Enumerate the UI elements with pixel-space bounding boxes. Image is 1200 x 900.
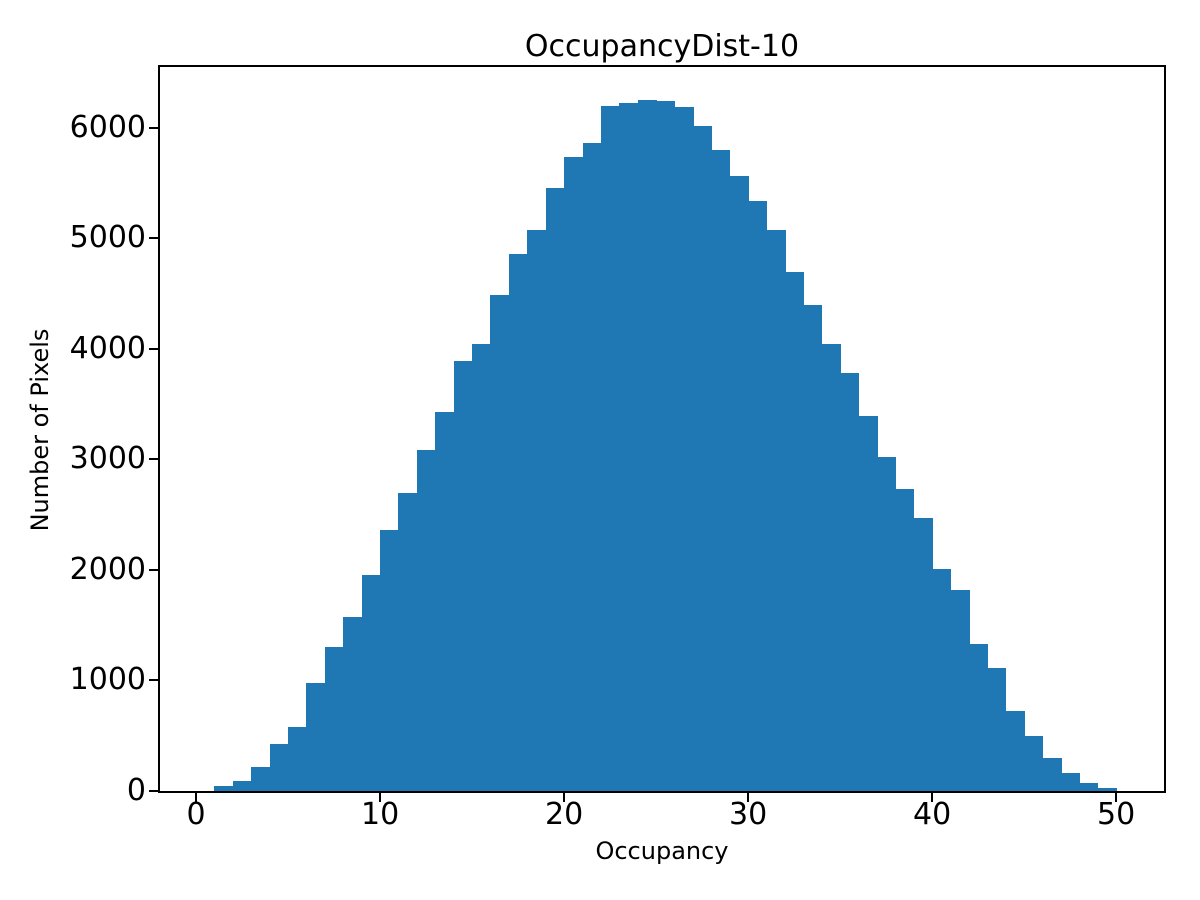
x-tick-mark — [379, 793, 382, 802]
histogram-bar — [214, 786, 234, 791]
histogram-bar — [1079, 782, 1099, 791]
x-tick-label: 10 — [360, 797, 400, 832]
histogram-bar — [527, 230, 547, 791]
y-tick-mark — [149, 568, 158, 571]
x-tick-label: 0 — [186, 797, 206, 832]
histogram-bar — [932, 568, 952, 791]
histogram-bar — [545, 188, 565, 791]
x-tick-label: 40 — [913, 797, 952, 832]
histogram-bar — [784, 271, 805, 791]
histogram-bar — [508, 253, 528, 791]
y-tick-label: 1000 — [69, 662, 146, 698]
y-tick-label: 5000 — [69, 220, 146, 256]
histogram-bar — [306, 683, 326, 791]
histogram-bar — [324, 646, 344, 791]
histogram-bar — [251, 766, 271, 791]
histogram-bar — [637, 99, 657, 791]
y-tick-mark — [149, 458, 158, 461]
x-tick-mark — [1115, 793, 1118, 802]
histogram-bar — [803, 304, 823, 791]
x-tick-mark — [195, 793, 198, 802]
y-tick-label: 0 — [126, 773, 146, 808]
y-tick-label: 4000 — [69, 330, 146, 366]
y-tick-mark — [149, 347, 158, 350]
histogram-bar — [821, 344, 841, 791]
histogram-bar — [564, 156, 584, 791]
histogram-bar — [582, 143, 602, 791]
histogram-bar — [895, 489, 915, 791]
x-tick-mark — [747, 793, 750, 802]
histogram-bar — [1060, 773, 1081, 791]
histogram-bar — [766, 230, 786, 791]
y-tick-mark — [149, 126, 158, 129]
histogram-bar — [416, 450, 436, 791]
x-tick-label: 50 — [1097, 797, 1136, 832]
x-tick-mark — [931, 793, 934, 802]
chart-title: OccupancyDist-10 — [524, 29, 800, 64]
y-tick-label: 6000 — [69, 109, 146, 145]
x-tick-mark — [563, 793, 566, 802]
histogram-bar — [729, 176, 749, 791]
histogram-bar — [1042, 757, 1062, 791]
histogram-bars — [160, 67, 1164, 791]
histogram-bar — [858, 416, 878, 791]
histogram-bar — [674, 107, 694, 791]
histogram-bar — [692, 126, 712, 791]
histogram-bar — [950, 589, 970, 791]
histogram-bar — [398, 493, 418, 791]
histogram-bar — [453, 361, 473, 791]
histogram-bar — [619, 103, 639, 791]
histogram-bar — [288, 726, 308, 791]
histogram-bar — [600, 105, 620, 791]
histogram-bar — [472, 344, 492, 791]
y-tick-mark — [149, 237, 158, 240]
histogram-bar — [840, 373, 860, 791]
histogram-bar — [968, 644, 989, 791]
histogram-bar — [435, 411, 455, 791]
y-tick-label: 3000 — [69, 441, 146, 477]
plot-area — [158, 65, 1166, 793]
histogram-bar — [913, 518, 933, 791]
histogram-bar — [656, 100, 676, 791]
histogram-bar — [748, 201, 768, 791]
y-tick-label: 2000 — [69, 551, 146, 587]
x-tick-label: 20 — [545, 797, 584, 832]
histogram-bar — [711, 149, 731, 791]
histogram-bar — [232, 780, 252, 791]
histogram-bar — [987, 667, 1007, 791]
histogram-bar — [490, 294, 510, 791]
histogram-bar — [1024, 735, 1044, 791]
histogram-bar — [269, 744, 289, 791]
histogram-bar — [876, 456, 897, 791]
histogram-bar — [1097, 787, 1117, 791]
x-tick-label: 30 — [729, 797, 768, 832]
x-axis-label: Occupancy — [595, 837, 729, 865]
histogram-bar — [343, 616, 363, 791]
histogram-bar — [1005, 710, 1025, 791]
y-tick-mark — [149, 790, 158, 792]
histogram-bar — [361, 574, 381, 791]
histogram-bar — [380, 530, 400, 791]
y-tick-mark — [149, 679, 158, 682]
